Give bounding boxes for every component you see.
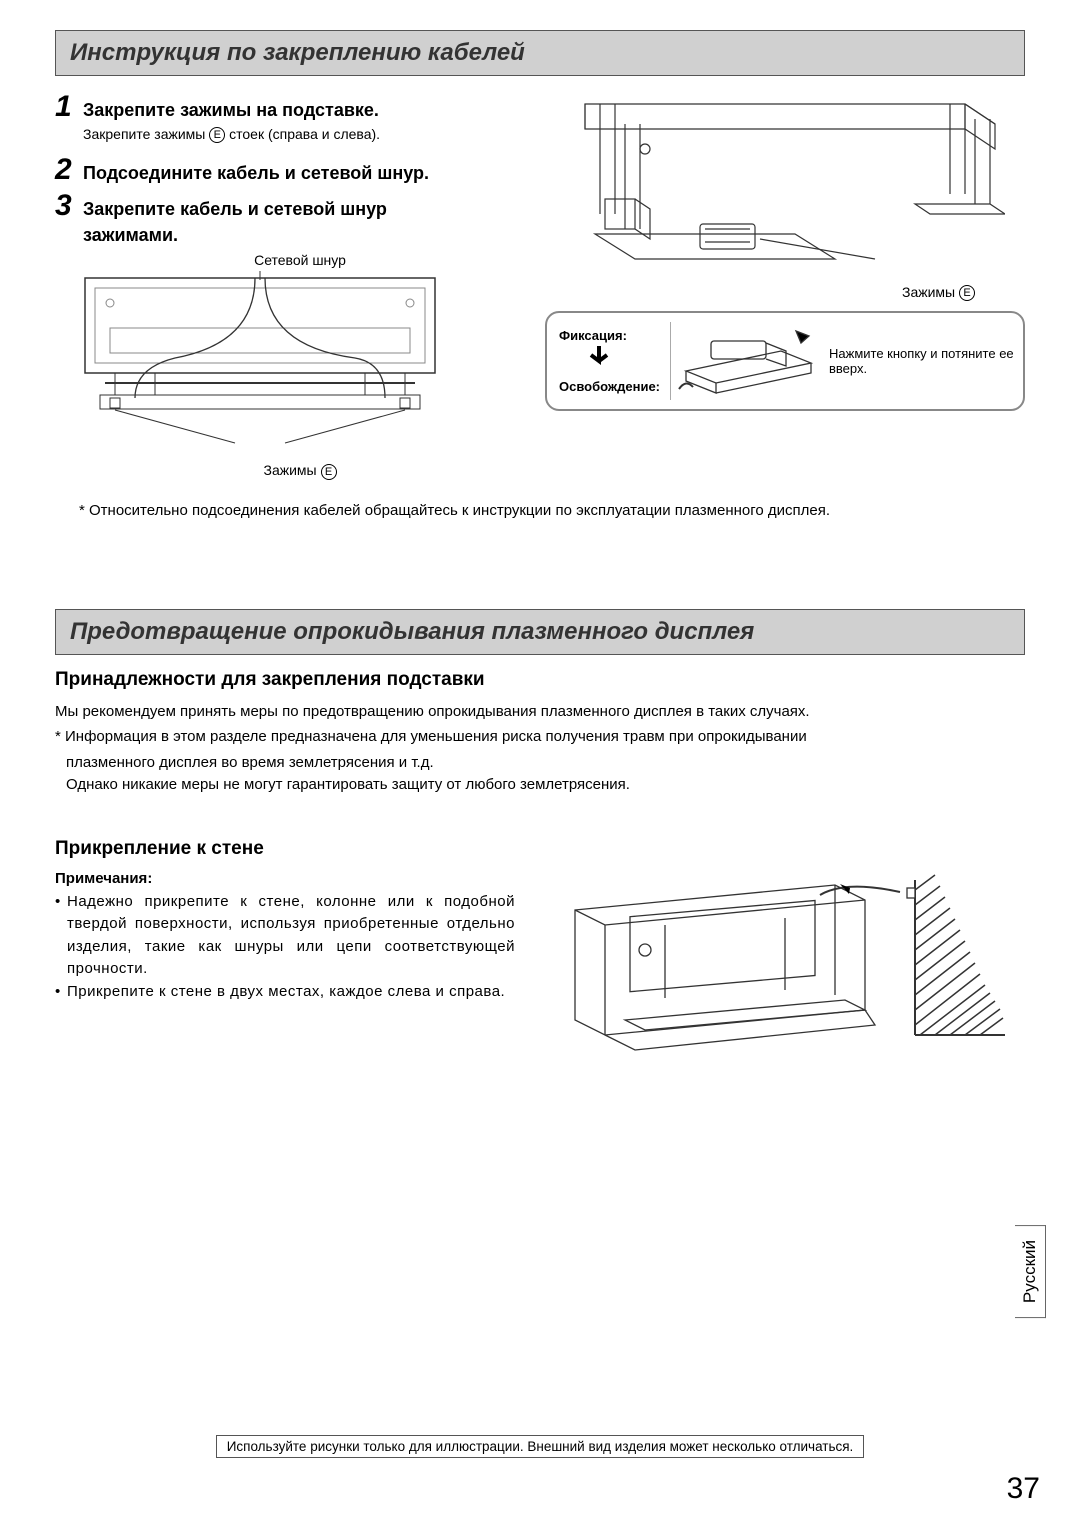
fix-release-diagram: Фиксация: Освобождение: (545, 311, 1025, 411)
step-1-subtitle: Закрепите зажимы E стоек (справа и слева… (83, 126, 545, 143)
right-diagram-column: Зажимы E Фиксация: Освобождение: (545, 90, 1025, 480)
section-header-1: Инструкция по закреплению кабелей (55, 30, 1025, 76)
press-instruction: Нажмите кнопку и потяните ее вверх. (821, 346, 1015, 376)
accessories-p1: Мы рекомендуем принять меры по предотвра… (55, 701, 1025, 723)
notes-title: Примечания: (55, 870, 515, 887)
accessories-p2: * Информация в этом разделе предназначен… (55, 726, 1025, 748)
page-number: 37 (1007, 1472, 1040, 1506)
arrow-down-icon (559, 343, 629, 373)
bullet-2: • Прикрепите к стене в двух местах, кажд… (55, 981, 515, 1004)
circle-e-icon: E (209, 127, 225, 143)
fix-label: Фиксация: (559, 328, 660, 343)
wall-attach-diagram (535, 870, 1015, 1070)
step-3-number: 3 (55, 189, 83, 223)
step-3-title-a: Закрепите кабель и сетевой шнур (83, 199, 387, 220)
step-1-title: Закрепите зажимы на подставке. (83, 100, 379, 121)
section-header-2: Предотвращение опрокидывания плазменного… (55, 609, 1025, 655)
top-block: 1 Закрепите зажимы на подставке. Закрепи… (55, 90, 1025, 480)
stand-back-diagram (55, 268, 465, 458)
accessories-p2b: плазменного дисплея во время землетрясен… (66, 752, 1025, 774)
bottom-note: Используйте рисунки только для иллюстрац… (55, 1435, 1025, 1458)
footnote-1: * Относительно подсоединения кабелей обр… (79, 502, 1025, 519)
step-3-title-b: зажимами. (83, 225, 178, 246)
clamps-label-left: Зажимы E (55, 462, 545, 479)
clamp-closeup-diagram (671, 321, 821, 401)
cord-label: Сетевой шнур (55, 252, 545, 268)
accessories-p3: Однако никакие меры не могут гарантирова… (66, 774, 1025, 796)
clamps-label-right: Зажимы E (545, 284, 1025, 301)
circle-e-icon: E (959, 285, 975, 301)
stand-3d-diagram (545, 94, 1005, 284)
release-label: Освобождение: (559, 379, 660, 394)
wall-heading: Прикрепление к стене (55, 838, 1025, 860)
step-2-number: 2 (55, 153, 83, 187)
accessories-heading: Принадлежности для закрепления подставки (55, 669, 1025, 691)
bullet-1: • Надежно прикрепите к стене, колонне ил… (55, 891, 515, 981)
language-tab: Русский (1015, 1225, 1046, 1318)
steps-column: 1 Закрепите зажимы на подставке. Закрепи… (55, 90, 545, 480)
step-2-title: Подсоедините кабель и сетевой шнур. (83, 163, 429, 184)
step1-sub-a: Закрепите зажимы (83, 126, 209, 142)
step1-sub-b: стоек (справа и слева). (225, 126, 380, 142)
wall-block: Примечания: • Надежно прикрепите к стене… (55, 870, 1025, 1070)
circle-e-icon: E (321, 464, 337, 480)
step-1-number: 1 (55, 90, 83, 124)
